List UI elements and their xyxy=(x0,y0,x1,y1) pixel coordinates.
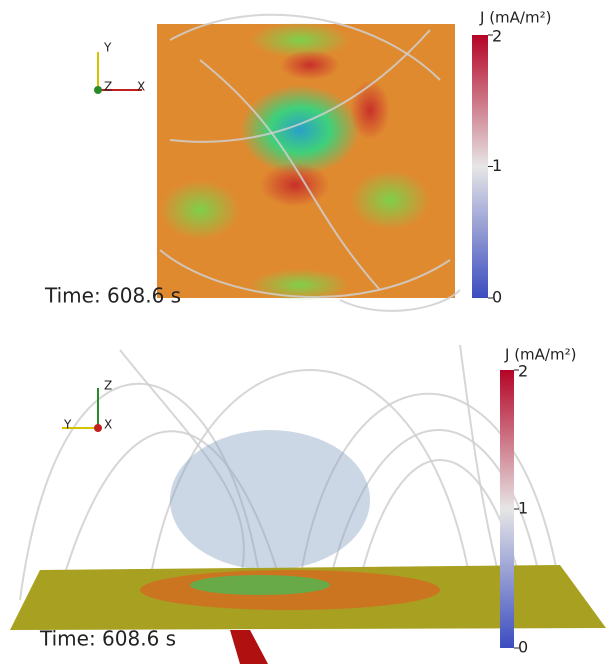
colorbar-tick-label: 2 xyxy=(518,362,528,381)
side-render xyxy=(10,345,606,664)
axis-label: Z xyxy=(104,80,112,94)
top-render xyxy=(157,15,460,311)
axis-label: X xyxy=(104,418,112,432)
side-axes-triad: Z X Y xyxy=(62,379,112,433)
colorbar xyxy=(500,370,514,648)
visualization: Y Z X Time: 608.6 s Z X Y Time: 608.6 s … xyxy=(0,0,616,664)
time-label: Time: 608.6 s xyxy=(44,284,181,308)
colorbar-tick-label: 1 xyxy=(492,156,502,175)
colorbar-tick-label: 0 xyxy=(492,288,502,307)
top-axes-triad: Y Z X xyxy=(94,41,145,95)
axis-label: Y xyxy=(63,418,72,432)
axis-label: Z xyxy=(104,379,112,393)
colorbar-tick-label: 1 xyxy=(518,499,528,518)
axis-label: Y xyxy=(103,41,112,55)
time-label: Time: 608.6 s xyxy=(39,627,176,651)
colorbar-tick-label: 2 xyxy=(492,27,502,46)
colorbar-title: J (mA/m²) xyxy=(479,9,551,27)
colorbar-tick-label: 0 xyxy=(518,638,528,657)
colorbar xyxy=(472,35,488,298)
axis-label: X xyxy=(137,80,145,94)
colorbar-title: J (mA/m²) xyxy=(504,346,576,364)
